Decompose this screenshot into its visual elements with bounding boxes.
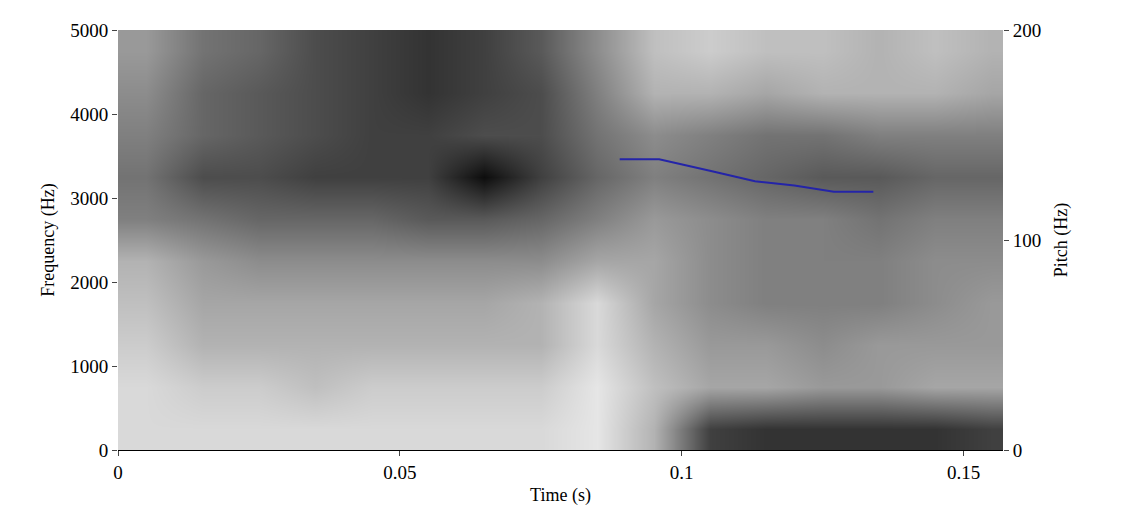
svg-text:Pitch (Hz): Pitch (Hz) — [1051, 203, 1072, 277]
svg-text:0: 0 — [1013, 440, 1023, 461]
svg-text:0: 0 — [99, 440, 109, 461]
svg-text:100: 100 — [1013, 230, 1042, 251]
svg-text:Time (s): Time (s) — [530, 485, 591, 506]
svg-text:3000: 3000 — [70, 188, 108, 209]
svg-text:200: 200 — [1013, 20, 1042, 41]
svg-text:0.05: 0.05 — [383, 462, 416, 483]
svg-text:4000: 4000 — [70, 104, 108, 125]
svg-text:2000: 2000 — [70, 272, 108, 293]
svg-text:0.15: 0.15 — [947, 462, 980, 483]
svg-text:5000: 5000 — [70, 20, 108, 41]
svg-text:0: 0 — [113, 462, 123, 483]
svg-text:1000: 1000 — [70, 356, 108, 377]
svg-text:0.1: 0.1 — [670, 462, 694, 483]
svg-text:Frequency (Hz): Frequency (Hz) — [38, 183, 59, 296]
